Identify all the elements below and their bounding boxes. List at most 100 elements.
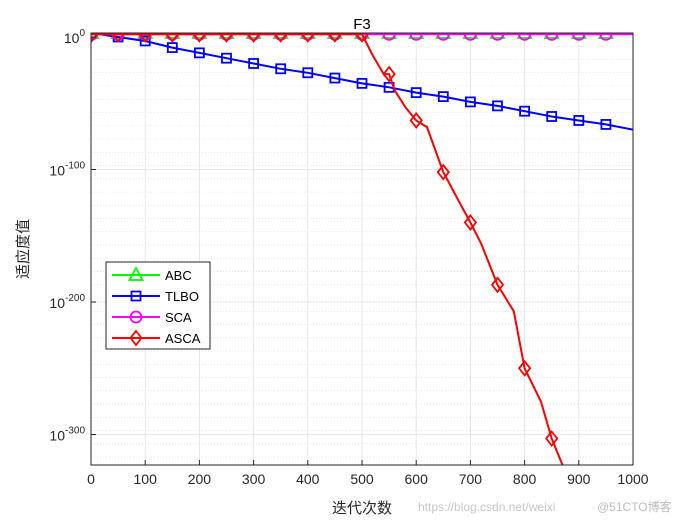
series-abc-marker xyxy=(408,33,425,39)
series-abc-marker xyxy=(326,33,343,39)
series-asca-marker xyxy=(219,33,234,43)
legend-marker-sca xyxy=(129,310,143,324)
series-asca-marker xyxy=(111,33,125,43)
series-asca-marker xyxy=(301,33,315,43)
legend-label-asca: ASCA xyxy=(165,331,201,346)
series-abc-marker xyxy=(435,33,452,39)
y-axis-title: 适应度值 xyxy=(14,219,32,279)
y-axis: 100 10-100 10-200 10-300 xyxy=(49,28,96,444)
series-asca-marker xyxy=(545,430,559,447)
x-tick-label: 200 xyxy=(188,471,212,487)
x-tick-label: 600 xyxy=(405,471,429,487)
series-asca-marker xyxy=(165,33,179,43)
series-abc-marker xyxy=(597,33,614,39)
series-tlbo-marker xyxy=(410,87,422,99)
series-asca-marker xyxy=(409,112,423,129)
series-tlbo-marker xyxy=(221,52,232,64)
legend-marker-asca xyxy=(129,329,143,347)
series-tlbo-marker xyxy=(248,58,260,69)
series-asca-marker xyxy=(246,33,261,43)
legend-item-sca: SCA xyxy=(112,310,192,325)
x-axis-title: 迭代次数 xyxy=(332,499,392,517)
series-tlbo-marker xyxy=(166,42,178,53)
series-abc-marker xyxy=(543,33,560,39)
legend-label-tlbo: TLBO xyxy=(165,289,199,304)
series-asca-marker xyxy=(382,65,396,83)
y-tick-label: 10-200 xyxy=(49,293,85,311)
series-abc-marker xyxy=(272,33,289,39)
legend-marker-abc xyxy=(127,266,145,281)
series-abc xyxy=(91,33,633,39)
series-asca-marker xyxy=(490,276,505,294)
series-asca-marker xyxy=(192,33,207,43)
legend: ABC TLBO SCA ASCA xyxy=(105,261,211,350)
series-asca-marker xyxy=(517,359,532,377)
series-abc-marker xyxy=(218,33,235,39)
series-tlbo-marker xyxy=(329,72,341,84)
series-tlbo-line xyxy=(91,33,633,131)
series-abc-marker xyxy=(299,33,316,39)
chart-title: F3 xyxy=(353,16,371,33)
series-abc-marker xyxy=(516,33,533,39)
series-tlbo xyxy=(91,33,633,131)
series-tlbo-marker xyxy=(546,111,558,122)
series-sca-marker xyxy=(491,33,504,41)
watermark-url: https://blog.csdn.net/weixi xyxy=(418,500,555,514)
series-tlbo-marker xyxy=(519,105,530,117)
series-tlbo-marker xyxy=(91,33,97,39)
legend-box xyxy=(105,261,211,350)
x-tick-label: 700 xyxy=(459,471,483,487)
series-asca-marker xyxy=(91,33,99,43)
x-tick-label: 800 xyxy=(513,471,537,487)
x-tick-label: 0 xyxy=(87,471,95,487)
legend-label-sca: SCA xyxy=(165,310,192,325)
x-tick-label: 400 xyxy=(296,471,320,487)
series-tlbo-marker xyxy=(573,115,585,126)
y-tick-label: 10-300 xyxy=(49,426,85,444)
x-tick-label: 100 xyxy=(134,471,158,487)
series-abc-marker xyxy=(164,33,181,39)
legend-label-abc: ABC xyxy=(165,268,192,283)
y-tick-label: 100 xyxy=(64,28,86,46)
legend-item-asca: ASCA xyxy=(112,329,201,347)
series-abc-marker xyxy=(462,33,479,39)
series-tlbo-marker xyxy=(302,67,314,79)
series-tlbo-marker xyxy=(600,119,612,130)
series-sca-marker xyxy=(545,33,559,41)
series-abc-marker xyxy=(381,33,398,39)
series-layer xyxy=(91,33,633,465)
series-tlbo-marker xyxy=(464,96,476,108)
series-tlbo-marker xyxy=(193,47,205,59)
series-asca-marker xyxy=(138,33,152,43)
x-tick-label: 300 xyxy=(242,471,266,487)
series-abc-marker xyxy=(191,33,208,39)
series-sca-marker xyxy=(436,33,450,41)
legend-marker-tlbo xyxy=(130,290,142,302)
series-tlbo-marker xyxy=(437,91,449,103)
series-asca-marker xyxy=(274,33,288,43)
series-tlbo-marker xyxy=(492,100,503,112)
series-asca-marker xyxy=(355,33,369,43)
series-abc-marker xyxy=(570,33,587,39)
series-abc-marker xyxy=(137,33,154,39)
x-tick-label: 1000 xyxy=(617,471,648,487)
series-sca-marker xyxy=(382,33,396,41)
watermark-brand: @51CTO博客 xyxy=(597,499,672,514)
series-sca-marker xyxy=(464,33,477,41)
series-tlbo-marker xyxy=(275,63,287,75)
series-sca-marker xyxy=(518,33,531,41)
series-asca xyxy=(91,33,564,465)
legend-item-abc: ABC xyxy=(112,266,192,283)
series-abc-marker xyxy=(353,33,371,39)
series-tlbo-marker xyxy=(139,35,151,47)
x-tick-label: 900 xyxy=(567,471,591,487)
series-asca-marker xyxy=(328,33,342,43)
series-sca-marker xyxy=(572,33,586,41)
series-tlbo-marker xyxy=(356,77,368,89)
x-axis: 0 100 200 300 400 500 600 700 800 900 1000 xyxy=(87,460,649,487)
series-asca-marker xyxy=(436,163,450,181)
legend-item-tlbo: TLBO xyxy=(112,289,199,304)
y-tick-label: 10-100 xyxy=(49,160,85,178)
series-asca-marker xyxy=(463,214,478,231)
